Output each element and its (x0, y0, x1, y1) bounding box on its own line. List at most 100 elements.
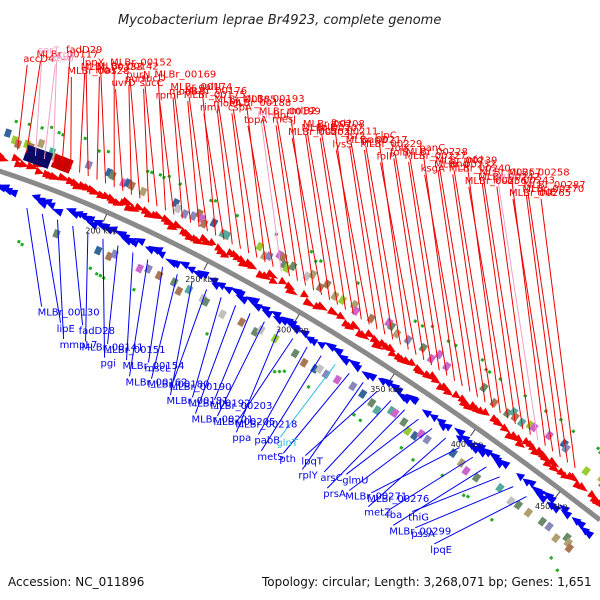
label-leader-line (301, 382, 364, 470)
feature-block (399, 445, 404, 450)
label-leader-line (72, 225, 84, 326)
forward-gene-arrow (513, 434, 524, 443)
tick-mark (470, 429, 476, 437)
reverse-gene-arrow (178, 261, 191, 270)
label-leader-line (187, 100, 200, 227)
label-leader-line (437, 170, 471, 392)
gene-label-rmlb2: rmlB2 (287, 106, 317, 117)
feature-block (551, 533, 561, 544)
reverse-gene-arrow (535, 492, 548, 504)
label-leader-line (260, 355, 322, 452)
feature-block (14, 119, 19, 124)
reverse-gene-arrow (351, 363, 363, 373)
feature-block (40, 126, 44, 130)
forward-gene-arrow (166, 222, 178, 231)
forward-gene-arrow (0, 154, 9, 162)
label-leader-line (213, 313, 251, 400)
gene-label-hpt: hpt (273, 110, 290, 121)
forward-gene-arrow (430, 375, 441, 384)
feature-block (235, 213, 240, 218)
gene-label-thie: thiE (537, 188, 556, 199)
gene-label-mlbr-00271: MLBr_00271 (345, 492, 407, 503)
label-leader-line (438, 166, 478, 397)
gene-label-mlbr-00276: MLBr_00276 (367, 494, 429, 505)
genome-backbone (0, 168, 600, 522)
feature-block (510, 412, 520, 423)
gene-label-mlbr-00270: MLBr_00270 (522, 184, 584, 195)
reverse-gene-arrow (222, 286, 234, 295)
feature-block (97, 149, 102, 154)
feature-block (416, 428, 426, 439)
label-leader-line (102, 238, 106, 358)
gene-label-ppa: ppa (232, 433, 251, 444)
feature-block (52, 228, 61, 239)
gene-label-mlbr-00180: MLBr_00180 (147, 380, 209, 391)
gene-label-uvrd: uvrD (112, 78, 136, 89)
gene-label-lpqt: lpqT (301, 457, 323, 468)
feature-block (277, 369, 282, 374)
gene-label-mlbr-00162: MLBr_00162 (126, 377, 188, 388)
feature-block (275, 249, 285, 260)
reverse-gene-arrow (51, 208, 64, 217)
gene-label-mlbr-00130: MLBr_00130 (38, 308, 100, 319)
feature-block (442, 361, 452, 372)
feature-block (581, 466, 591, 477)
gene-label-pssa: pssA (411, 529, 435, 540)
feature-block (278, 252, 288, 263)
gene-label-mlbr-00174: MLBr_00174 (170, 82, 232, 93)
feature-block (264, 251, 274, 262)
feature-block (358, 388, 368, 399)
feature-block (135, 263, 145, 274)
label-leader-line (389, 456, 474, 510)
gene-label-fadd28: fadD28 (79, 326, 115, 337)
forward-gene-arrow (268, 276, 278, 284)
feature-block (158, 172, 163, 177)
forward-gene-arrow (247, 261, 258, 270)
forward-gene-arrow (302, 297, 316, 308)
label-leader-line (246, 104, 266, 263)
feature-block (386, 405, 397, 416)
feature-block (392, 328, 402, 339)
gene-label-lipe: lipE (57, 324, 75, 335)
feature-block (310, 363, 320, 374)
reverse-gene-arrow (46, 202, 56, 210)
forward-gene-arrow (442, 387, 453, 396)
label-leader-line (172, 97, 183, 219)
forward-gene-arrow (236, 254, 246, 263)
reverse-gene-arrow (156, 251, 167, 259)
feature-block (413, 319, 418, 324)
forward-gene-arrow (18, 159, 29, 168)
tick-label: 450 kbp (535, 502, 568, 511)
reverse-gene-arrow (186, 266, 197, 274)
reverse-gene-arrow (250, 297, 261, 306)
label-leader-line (348, 428, 433, 491)
gene-label-thig: thiG (408, 513, 429, 524)
forward-gene-arrow (152, 210, 165, 220)
feature-block (149, 170, 154, 175)
gene-label-folk: folK (391, 143, 410, 154)
gene-label-glmu: glmU (342, 475, 368, 486)
feature-block (399, 417, 409, 428)
label-leader-line (466, 165, 501, 413)
label-leader-line (194, 305, 237, 414)
label-leader-line (349, 146, 378, 330)
label-leader-line (365, 145, 401, 345)
reverse-gene-arrow (85, 216, 96, 224)
forward-gene-arrow (171, 220, 184, 229)
gene-label-mlbr-00169: MLBr_00169 (154, 70, 216, 81)
gene-label-mlbr-00242: MLBr_00242 (478, 172, 540, 183)
gene-label-fba: fba (386, 510, 402, 521)
reverse-gene-arrow (516, 473, 526, 482)
feature-block (563, 537, 574, 548)
reverse-gene-arrow (309, 338, 319, 347)
gene-label-pth: pth (279, 454, 296, 465)
gene-label-moea: moeA (213, 99, 242, 110)
forward-gene-arrow (192, 236, 205, 245)
gene-label-ftsh: ftsH (331, 118, 351, 129)
feature-block (209, 217, 219, 228)
feature-block (194, 208, 204, 219)
forward-gene-arrow (34, 167, 45, 175)
feature-block (255, 241, 265, 252)
gene-label-rply: rplY (298, 470, 318, 481)
gene-label-mlbr-00141: MLBr_00141 (82, 342, 144, 353)
